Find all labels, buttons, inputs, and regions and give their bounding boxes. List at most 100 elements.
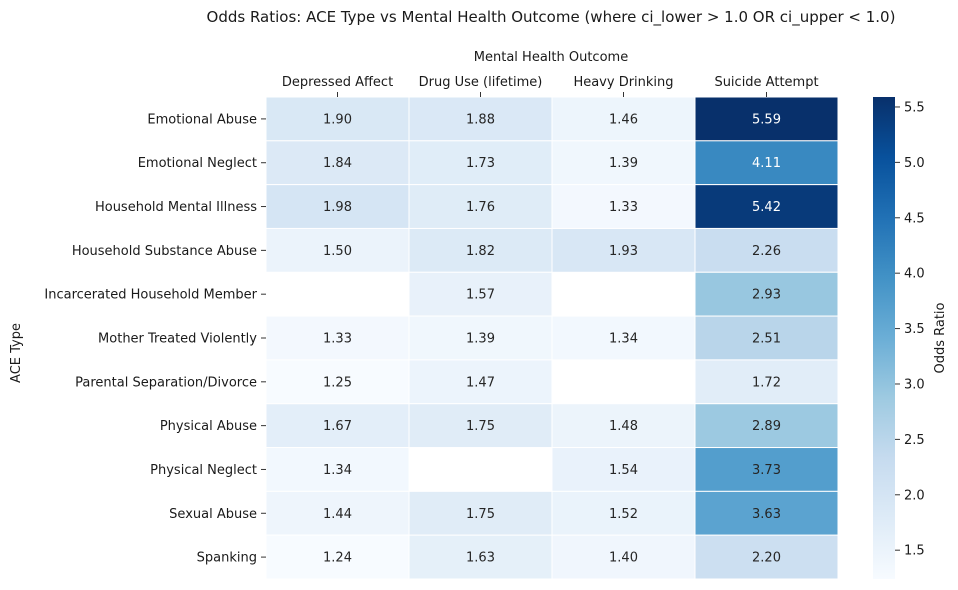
colorbar: 1.5 2.0 2.5 3.0 3.5 4.0 4.5 5.0 5.5 Odds Ratio bbox=[873, 97, 948, 579]
y-tick-label: Emotional Abuse bbox=[147, 112, 257, 127]
heatmap-cells: 1.90 1.88 1.46 5.59 1.84 1.73 1.39 4.11 1.98 1.76… bbox=[265, 96, 839, 580]
heatmap-cell bbox=[408, 227, 553, 273]
heatmap-cell bbox=[408, 271, 553, 317]
cell-value-label: 1.34 bbox=[323, 463, 352, 478]
y-tick-label: Mother Treated Violently bbox=[98, 332, 257, 347]
heatmap-cell bbox=[408, 140, 553, 186]
heatmap-cell bbox=[265, 534, 410, 580]
cell-value-label: 1.72 bbox=[752, 375, 781, 390]
cell-value-label: 2.20 bbox=[752, 551, 781, 566]
heatmap-cell bbox=[265, 227, 410, 273]
y-tick-label: Incarcerated Household Member bbox=[44, 288, 257, 303]
cell-value-label: 1.54 bbox=[609, 463, 638, 478]
colorbar-tick-label: 5.0 bbox=[904, 156, 925, 171]
cell-value-label: 1.67 bbox=[323, 419, 352, 434]
x-tick-label: Drug Use (lifetime) bbox=[419, 75, 543, 90]
cell-value-label: 1.82 bbox=[466, 244, 495, 259]
cell-value-label: 4.11 bbox=[752, 156, 781, 171]
cell-value-label: 1.75 bbox=[466, 507, 495, 522]
colorbar-tick-label: 2.0 bbox=[904, 488, 925, 503]
heatmap-cell bbox=[408, 184, 553, 229]
y-tick-label: Parental Separation/Divorce bbox=[75, 375, 257, 390]
heatmap-cell bbox=[694, 403, 839, 449]
heatmap-cell bbox=[551, 403, 696, 449]
cell-value-label: 3.73 bbox=[752, 463, 781, 478]
cell-value-label: 1.39 bbox=[609, 156, 638, 171]
heatmap-cell bbox=[408, 534, 553, 580]
y-tick-label: Household Mental Illness bbox=[95, 200, 257, 215]
heatmap-cell bbox=[694, 271, 839, 317]
cell-value-label: 1.73 bbox=[466, 156, 495, 171]
heatmap-cell bbox=[694, 96, 839, 142]
cell-value-label: 2.26 bbox=[752, 244, 781, 259]
cell-value-label: 1.57 bbox=[466, 288, 495, 303]
colorbar-gradient bbox=[873, 97, 895, 579]
heatmap-cell bbox=[694, 184, 839, 229]
y-axis-label: ACE Type bbox=[9, 323, 24, 383]
cell-value-label: 5.42 bbox=[752, 200, 781, 215]
cell-value-label: 1.50 bbox=[323, 244, 352, 259]
cell-value-label: 1.33 bbox=[323, 332, 352, 347]
heatmap-cell bbox=[408, 96, 553, 142]
colorbar-tick-label: 3.5 bbox=[904, 322, 925, 337]
heatmap-cell bbox=[265, 447, 410, 492]
colorbar-tick-label: 4.5 bbox=[904, 211, 925, 226]
heatmap-cell bbox=[694, 490, 839, 536]
y-tick-label: Spanking bbox=[197, 551, 257, 566]
cell-value-label: 1.40 bbox=[609, 551, 638, 566]
colorbar-tick-label: 3.0 bbox=[904, 377, 925, 392]
chart-title: Odds Ratios: ACE Type vs Mental Health O… bbox=[207, 8, 896, 27]
cell-value-label: 2.51 bbox=[752, 332, 781, 347]
cell-value-label: 1.63 bbox=[466, 551, 495, 566]
cell-value-label: 1.98 bbox=[323, 200, 352, 215]
colorbar-ticks: 1.5 2.0 2.5 3.0 3.5 4.0 4.5 5.0 5.5 bbox=[895, 100, 925, 559]
heatmap-cell bbox=[694, 140, 839, 186]
x-tick-label: Heavy Drinking bbox=[573, 75, 673, 90]
x-tick-label: Depressed Affect bbox=[282, 75, 393, 90]
x-tick-labels: Depressed Affect Drug Use (lifetime) Heavy… bbox=[282, 75, 819, 97]
heatmap-cell bbox=[694, 534, 839, 580]
cell-value-label: 1.39 bbox=[466, 332, 495, 347]
y-tick-label: Household Substance Abuse bbox=[72, 244, 257, 259]
heatmap-cell bbox=[694, 315, 839, 361]
y-tick-label: Sexual Abuse bbox=[169, 507, 257, 522]
cell-value-label: 3.63 bbox=[752, 507, 781, 522]
colorbar-tick-label: 1.5 bbox=[904, 544, 925, 559]
heatmap-cell bbox=[551, 534, 696, 580]
y-tick-label: Physical Neglect bbox=[150, 463, 257, 478]
colorbar-label: Odds Ratio bbox=[933, 302, 948, 373]
cell-value-label: 1.33 bbox=[609, 200, 638, 215]
cell-value-label: 1.25 bbox=[323, 375, 352, 390]
cell-value-label: 1.93 bbox=[609, 244, 638, 259]
cell-value-label: 1.34 bbox=[609, 332, 638, 347]
heatmap-cell bbox=[408, 315, 553, 361]
cell-value-label: 1.84 bbox=[323, 156, 352, 171]
heatmap-cell bbox=[551, 447, 696, 492]
heatmap-cell bbox=[265, 96, 410, 142]
heatmap-cell bbox=[265, 359, 410, 405]
cell-value-label: 1.76 bbox=[466, 200, 495, 215]
x-tick-label: Suicide Attempt bbox=[714, 75, 818, 90]
cell-value-label: 1.75 bbox=[466, 419, 495, 434]
cell-value-label: 2.89 bbox=[752, 419, 781, 434]
heatmap-cell bbox=[694, 359, 839, 405]
x-axis-label: Mental Health Outcome bbox=[474, 50, 628, 65]
y-tick-labels: Emotional Abuse Emotional Neglect Househol… bbox=[44, 112, 266, 566]
cell-value-label: 5.59 bbox=[752, 112, 781, 127]
cell-value-label: 1.24 bbox=[323, 551, 352, 566]
heatmap-cell bbox=[694, 227, 839, 273]
cell-value-label: 1.44 bbox=[323, 507, 352, 522]
heatmap-cell bbox=[265, 315, 410, 361]
cell-value-label: 1.48 bbox=[609, 419, 638, 434]
cell-value-label: 1.47 bbox=[466, 375, 495, 390]
cell-value-label: 1.88 bbox=[466, 112, 495, 127]
colorbar-tick-label: 4.0 bbox=[904, 267, 925, 282]
cell-value-label: 1.46 bbox=[609, 112, 638, 127]
colorbar-tick-label: 2.5 bbox=[904, 433, 925, 448]
y-tick-label: Physical Abuse bbox=[160, 419, 257, 434]
cell-value-label: 2.93 bbox=[752, 288, 781, 303]
cell-value-label: 1.52 bbox=[609, 507, 638, 522]
heatmap-cell bbox=[408, 403, 553, 449]
colorbar-tick-label: 5.5 bbox=[904, 100, 925, 115]
